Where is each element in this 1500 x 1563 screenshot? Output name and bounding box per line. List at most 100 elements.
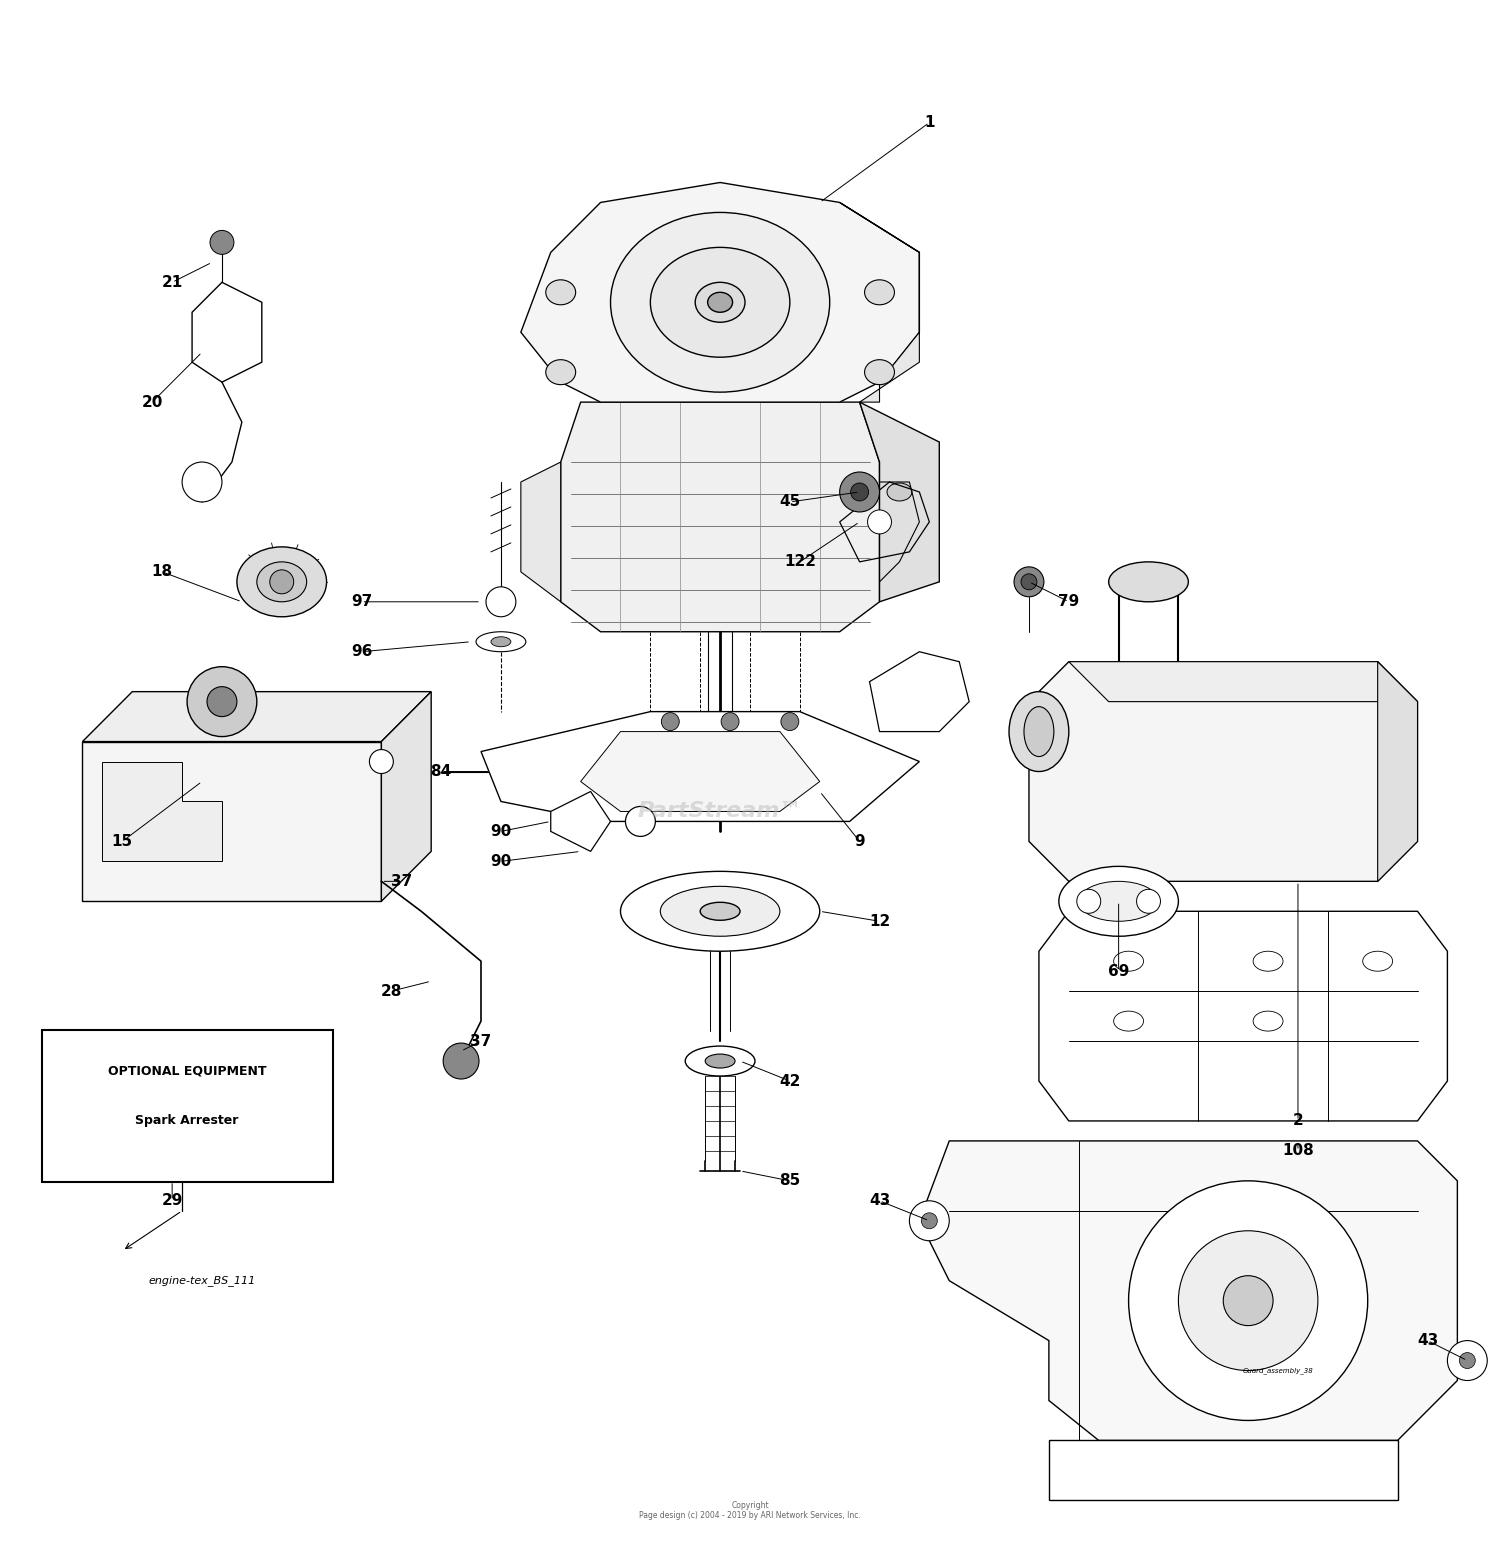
Polygon shape bbox=[520, 463, 561, 602]
Ellipse shape bbox=[621, 871, 819, 952]
Ellipse shape bbox=[686, 1046, 754, 1075]
Text: 90: 90 bbox=[490, 853, 512, 869]
Ellipse shape bbox=[1010, 692, 1070, 772]
Circle shape bbox=[1460, 1352, 1476, 1369]
Text: 37: 37 bbox=[471, 1033, 492, 1049]
Circle shape bbox=[626, 807, 656, 836]
Circle shape bbox=[662, 713, 680, 730]
Text: 84: 84 bbox=[430, 764, 451, 778]
Text: 79: 79 bbox=[1058, 594, 1080, 610]
Ellipse shape bbox=[237, 547, 327, 617]
Text: 21: 21 bbox=[162, 275, 183, 289]
Text: engine-tex_BS_111: engine-tex_BS_111 bbox=[148, 1275, 255, 1286]
Polygon shape bbox=[1029, 661, 1417, 882]
Ellipse shape bbox=[864, 280, 894, 305]
Ellipse shape bbox=[546, 280, 576, 305]
FancyBboxPatch shape bbox=[42, 1030, 333, 1182]
Circle shape bbox=[1448, 1341, 1488, 1380]
Text: Guard_assembly_38: Guard_assembly_38 bbox=[1242, 1368, 1314, 1374]
Text: Spark Arrester: Spark Arrester bbox=[135, 1114, 238, 1127]
Ellipse shape bbox=[705, 1053, 735, 1068]
Circle shape bbox=[867, 510, 891, 535]
Ellipse shape bbox=[694, 283, 746, 322]
Text: 96: 96 bbox=[351, 644, 372, 660]
Text: PartStream™: PartStream™ bbox=[638, 802, 802, 822]
Text: 85: 85 bbox=[778, 1174, 801, 1188]
Ellipse shape bbox=[1059, 866, 1179, 936]
Polygon shape bbox=[1040, 911, 1448, 1121]
Circle shape bbox=[207, 686, 237, 716]
Polygon shape bbox=[482, 711, 920, 822]
Text: 45: 45 bbox=[778, 494, 801, 510]
Circle shape bbox=[369, 750, 393, 774]
Polygon shape bbox=[82, 741, 381, 902]
Ellipse shape bbox=[1024, 706, 1054, 756]
Circle shape bbox=[182, 463, 222, 502]
Ellipse shape bbox=[1078, 882, 1158, 921]
Text: Copyright
Page design (c) 2004 - 2019 by ARI Network Services, Inc.: Copyright Page design (c) 2004 - 2019 by… bbox=[639, 1500, 861, 1519]
Polygon shape bbox=[859, 402, 939, 602]
Ellipse shape bbox=[490, 636, 512, 647]
Polygon shape bbox=[561, 402, 879, 631]
Ellipse shape bbox=[256, 561, 306, 602]
Circle shape bbox=[1022, 574, 1036, 589]
Circle shape bbox=[840, 472, 879, 513]
Polygon shape bbox=[520, 183, 920, 402]
Text: 12: 12 bbox=[868, 914, 889, 928]
Ellipse shape bbox=[1252, 952, 1282, 971]
Text: 2: 2 bbox=[1293, 1113, 1304, 1128]
Circle shape bbox=[782, 713, 800, 730]
Text: 43: 43 bbox=[1418, 1333, 1438, 1347]
Circle shape bbox=[270, 570, 294, 594]
Text: 122: 122 bbox=[784, 555, 816, 569]
Text: 42: 42 bbox=[778, 1074, 801, 1088]
Ellipse shape bbox=[700, 902, 740, 921]
Circle shape bbox=[1179, 1230, 1318, 1371]
Polygon shape bbox=[82, 692, 430, 741]
Circle shape bbox=[188, 667, 256, 736]
Circle shape bbox=[1222, 1275, 1274, 1325]
Ellipse shape bbox=[660, 886, 780, 936]
Circle shape bbox=[1014, 567, 1044, 597]
Text: 18: 18 bbox=[152, 564, 172, 580]
Polygon shape bbox=[920, 1141, 1458, 1441]
Text: 97: 97 bbox=[351, 594, 372, 610]
Text: 108: 108 bbox=[1282, 1144, 1314, 1158]
Ellipse shape bbox=[1108, 561, 1188, 602]
Ellipse shape bbox=[610, 213, 830, 392]
Circle shape bbox=[210, 230, 234, 255]
Ellipse shape bbox=[651, 247, 790, 358]
Polygon shape bbox=[550, 791, 610, 852]
Text: 1: 1 bbox=[924, 116, 934, 130]
Ellipse shape bbox=[1252, 1011, 1282, 1032]
Ellipse shape bbox=[1113, 952, 1143, 971]
Text: 37: 37 bbox=[390, 874, 412, 889]
Ellipse shape bbox=[546, 359, 576, 384]
Text: 20: 20 bbox=[141, 394, 164, 410]
Text: OPTIONAL EQUIPMENT: OPTIONAL EQUIPMENT bbox=[108, 1064, 267, 1077]
Circle shape bbox=[486, 586, 516, 617]
Circle shape bbox=[1128, 1180, 1368, 1421]
Circle shape bbox=[1137, 889, 1161, 913]
Circle shape bbox=[850, 483, 868, 502]
Polygon shape bbox=[1048, 1441, 1398, 1500]
Text: 9: 9 bbox=[855, 835, 865, 849]
Polygon shape bbox=[580, 731, 819, 811]
Circle shape bbox=[1077, 889, 1101, 913]
Ellipse shape bbox=[1362, 952, 1392, 971]
Circle shape bbox=[722, 713, 740, 730]
Polygon shape bbox=[102, 761, 222, 861]
Circle shape bbox=[909, 1200, 950, 1241]
Text: 90: 90 bbox=[490, 824, 512, 839]
Ellipse shape bbox=[1113, 1011, 1143, 1032]
Ellipse shape bbox=[476, 631, 526, 652]
Text: 28: 28 bbox=[381, 983, 402, 999]
Circle shape bbox=[442, 1043, 478, 1078]
Text: 15: 15 bbox=[112, 835, 134, 849]
Ellipse shape bbox=[864, 359, 894, 384]
Ellipse shape bbox=[886, 483, 912, 502]
Ellipse shape bbox=[708, 292, 732, 313]
Text: 43: 43 bbox=[868, 1193, 889, 1208]
Polygon shape bbox=[840, 203, 920, 402]
Text: 69: 69 bbox=[1108, 964, 1130, 978]
